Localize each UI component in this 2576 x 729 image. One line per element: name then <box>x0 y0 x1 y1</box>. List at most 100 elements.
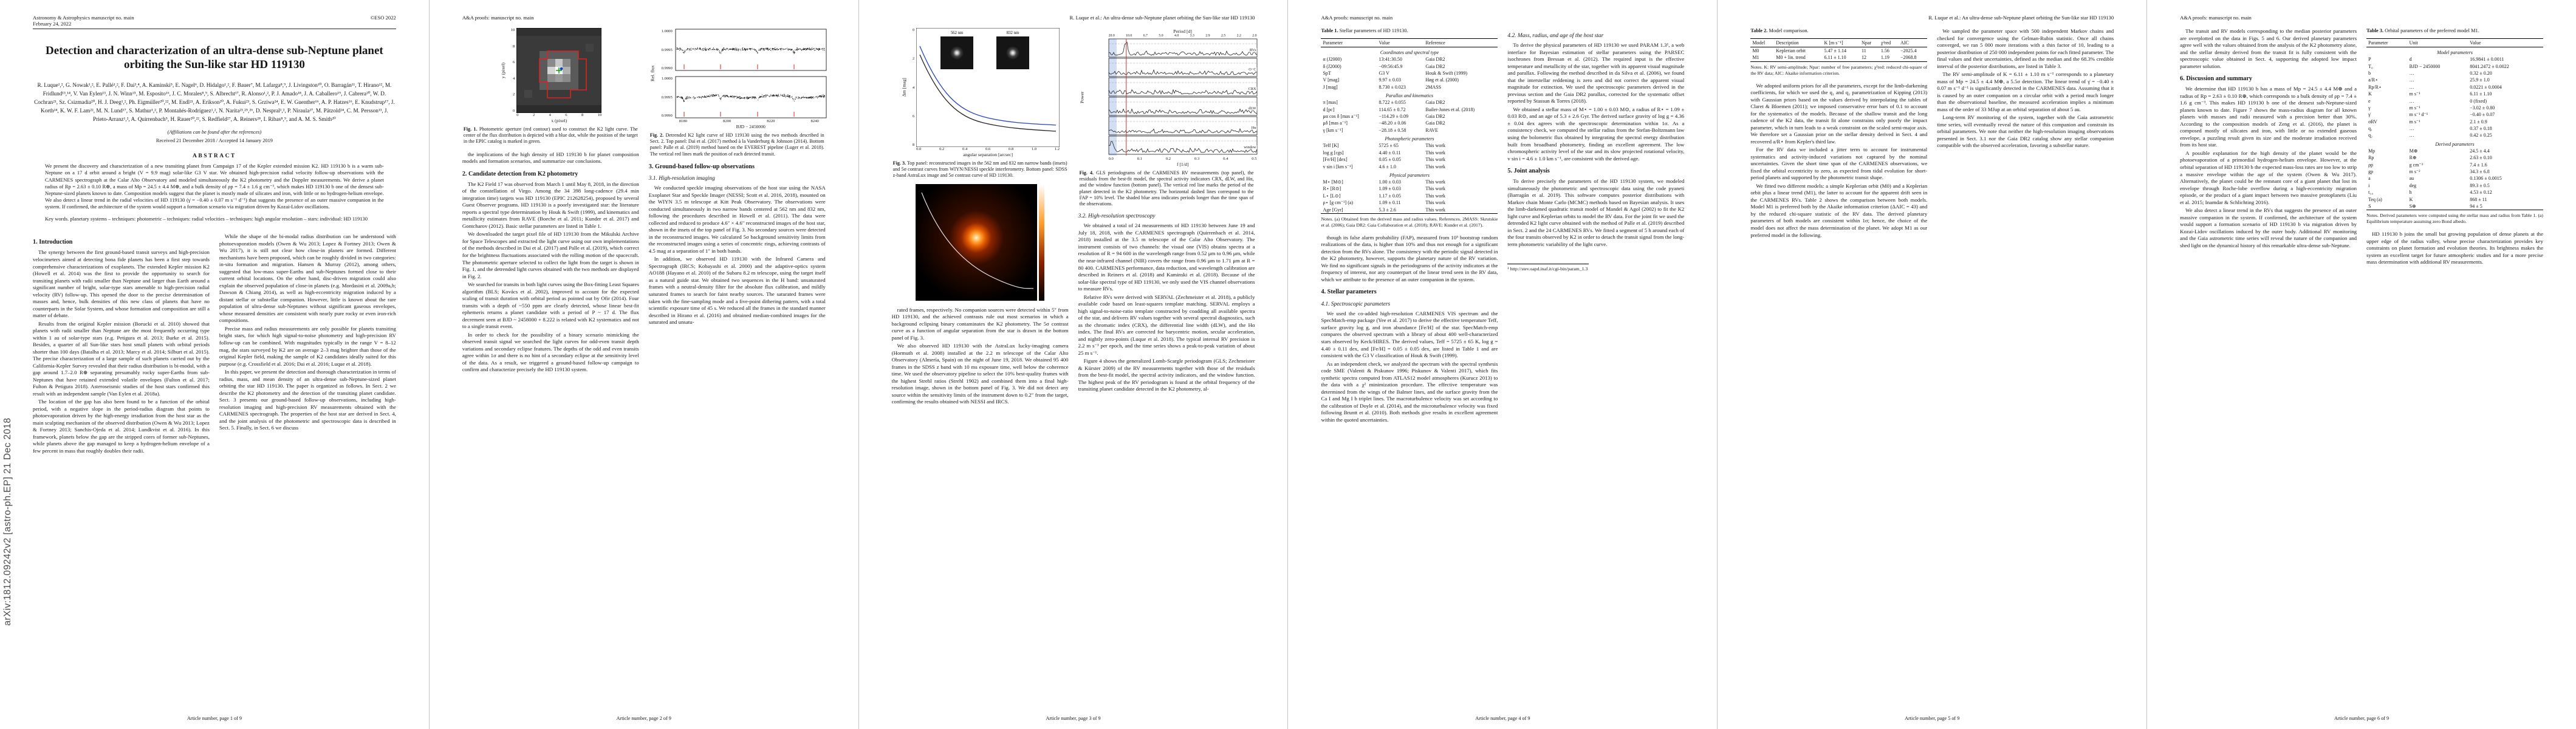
table-cell: Bailer-Jones et al. (2018) <box>1425 106 1475 112</box>
table-cell: γ <box>2368 104 2371 111</box>
tick-label: 0 <box>516 113 519 117</box>
table-1-caption: Table 1. Stellar parameters of HD 119130… <box>1321 28 1408 33</box>
table-cell: R⋆ [R⊙] <box>1323 186 1341 192</box>
table-2-notes: Notes. K: RV semi-amplitude; Npar: numbe… <box>1750 64 1928 76</box>
table-row: b … 0.32 ± 0.20 <box>2366 70 2543 77</box>
k2-lightcurve-plot <box>675 29 827 118</box>
model-comparison-table: Model Description K [m s⁻¹] Npar χ²red AIC M0 K… <box>1750 38 1928 62</box>
text-column-right: 4.2. Mass, radius, and age of the host s… <box>1507 28 1684 272</box>
section-4-2-text: 4.2. Mass, radius, and age of the host s… <box>1507 33 1684 248</box>
table-cell: au <box>2409 176 2414 182</box>
tick-label: 4 <box>912 85 915 90</box>
column-header: Model <box>1750 38 1775 47</box>
tick-label: 0.0 <box>1108 157 1114 161</box>
table-cell: m s⁻¹ <box>2409 118 2420 125</box>
table-cell: ρp <box>2368 162 2374 168</box>
author-list: R. Luque¹,², G. Nowak¹,², E. Pallé¹,², F… <box>34 82 395 122</box>
paragraph: We adopted uniform priors for all the pa… <box>1750 82 1928 145</box>
tick-label: 1.0000 <box>661 29 673 33</box>
table-row: L⋆ [L⊙] 1.17 ± 0.05 This work <box>1321 193 1498 199</box>
table-cell: 12 <box>1862 55 1867 61</box>
table-cell: … <box>2409 98 2414 104</box>
x-axis-ticks: 8180 8200 8220 8240 <box>674 119 827 123</box>
table-cell: d <box>2409 56 2412 63</box>
table-cell: 4.53 ± 0.12 <box>2470 190 2492 196</box>
top-axis-label: Period [d] <box>1173 29 1192 34</box>
table-cell: M⋆ [M⊙] <box>1323 179 1343 185</box>
paragraph: We sampled the parameter space with 500 … <box>1937 28 2114 69</box>
paragraph: The RV semi-amplitude of K = 6.11 ± 1.10… <box>1937 71 2114 112</box>
table-row: M1 M0 + lin. trend 6.11 ± 1.10 12 1.19 −2068.… <box>1750 54 1927 61</box>
table-cell: d [pc] <box>1323 106 1335 112</box>
table-cell: 0.37 ± 0.18 <box>2470 126 2492 132</box>
text-column-left: Table 1. Stellar parameters of HD 119130… <box>1321 28 1498 425</box>
table-cell: 2.63 ± 0.10 <box>2470 155 2492 161</box>
figure-2: Rel. flux 1.0000 0.9995 0.9990 1.0000 0.999… <box>649 28 827 157</box>
paragraph: We fitted two different models: a simple… <box>1750 182 1928 238</box>
tick-label: 20.0 <box>1108 34 1115 38</box>
table-row: Parallax and kinematics <box>1321 91 1498 99</box>
table-cell: RAVE <box>1425 127 1439 133</box>
table-cell: This work <box>1425 143 1445 149</box>
table-row: i deg 89.3 ± 0.5 <box>2366 182 2543 189</box>
page-2: A&A proofs: manuscript no. main y (pixel… <box>428 0 858 729</box>
table-cell: 5725 ± 65 <box>1379 143 1399 149</box>
page-footer: Article number, page 3 of 9 <box>1046 716 1101 721</box>
transit-markers <box>683 64 795 69</box>
table-row: Mp M⊕ 24.5 ± 4.4 <box>2366 148 2543 154</box>
table-cell: This work <box>1425 149 1445 156</box>
y-axis-ticks: 1.0000 0.9995 0.9990 1.0000 0.9995 0.9990 <box>656 28 674 119</box>
contrast-curve-832 <box>919 54 1057 132</box>
table-row: [Fe/H] [dex] 0.05 ± 0.05 This work <box>1321 156 1498 163</box>
footnote-url[interactable]: ¹ http://stev.oapd.inaf.it/cgi-bin/param… <box>1507 264 1589 272</box>
table-cell: … <box>2409 77 2414 83</box>
table-cell: 11 <box>1862 48 1866 54</box>
table-cell: Teff [K] <box>1323 143 1339 149</box>
tick-label: 0 <box>512 108 515 113</box>
paragraph: The location of the gap has also been fo… <box>33 399 210 454</box>
paragraph: The K2 Field 17 was observed from March … <box>462 180 639 229</box>
column-header: Value <box>2468 38 2543 47</box>
tick-label: 8 <box>912 143 915 147</box>
figure-3-caption: Fig. 3. Top panel: reconstructed images … <box>892 160 1067 179</box>
column-header: Parameter <box>2366 38 2408 47</box>
table-cell: Age [Gyr] <box>1323 207 1343 213</box>
text-column-right: Period [d] 20.0 10.0 6.7 5.0 4.0 3.3 2.9 2.5 2.2… <box>1078 28 1257 394</box>
arxiv-stamp: arXiv:1812.09242v2 [astro-ph.EP] 21 Dec … <box>2 417 13 626</box>
table-cell: 9.97 ± 0.03 <box>1379 77 1401 83</box>
manuscript-note: Astronomy & Astrophysics manuscript no. … <box>33 15 134 21</box>
column-header: χ²red <box>1879 38 1899 47</box>
table-cell: h <box>2409 190 2412 196</box>
table-cell: 0 (fixed) <box>2470 98 2487 104</box>
table-cell: q₂ <box>2368 132 2372 139</box>
table-cell: Gaia DR2 <box>1425 120 1445 126</box>
table-cell: 6.11 ± 1.10 <box>1824 55 1846 61</box>
figure-2-caption: Fig. 2. Detrended K2 light curve of HD 1… <box>649 132 824 157</box>
table-cell: δ (J2000) <box>1323 63 1341 69</box>
tick-label: 0.4 <box>962 147 968 151</box>
table-row: Physical parameters <box>1321 170 1498 179</box>
table-cell: J [mag] <box>1323 84 1338 90</box>
tick-label: 10 <box>597 113 602 117</box>
table-row: e … 0 (fixed) <box>2366 97 2543 104</box>
section-3-1-text: rated frames, respectively. No companion… <box>892 307 1069 406</box>
table-cell: b <box>2368 70 2371 77</box>
figure-1-caption: Fig. 1. Photometric aperture (red contou… <box>463 126 638 145</box>
tick-label: window <box>1243 145 1257 149</box>
table-cell: i <box>2368 182 2370 188</box>
table-cell: … <box>2409 70 2414 77</box>
paragraph: Long-term RV monitoring of the system, t… <box>1937 114 2114 149</box>
x-axis-ticks: 0 2 4 6 8 10 <box>516 113 601 117</box>
tick-label: 6.7 <box>1143 34 1148 38</box>
table-cell: 6.11 ± 1.10 <box>2470 91 2492 97</box>
table-cell: 1.56 <box>1880 48 1889 54</box>
page-4: A&A proofs: manuscript no. main Table 1.… <box>1287 0 1718 729</box>
table-cell: m s⁻¹ <box>2409 104 2420 111</box>
manuscript-header: Astronomy & Astrophysics manuscript no. … <box>33 15 396 29</box>
x-axis-ticks: 0.0 0.2 0.4 0.6 0.8 1.0 1.2 <box>916 147 1060 151</box>
section-6-text: The transit and RV models corresponding … <box>2180 28 2357 249</box>
tick-label: 0.0 <box>916 147 922 151</box>
table-cell: 13:41:30.50 <box>1379 56 1402 63</box>
tick-label: 8 <box>512 44 515 49</box>
